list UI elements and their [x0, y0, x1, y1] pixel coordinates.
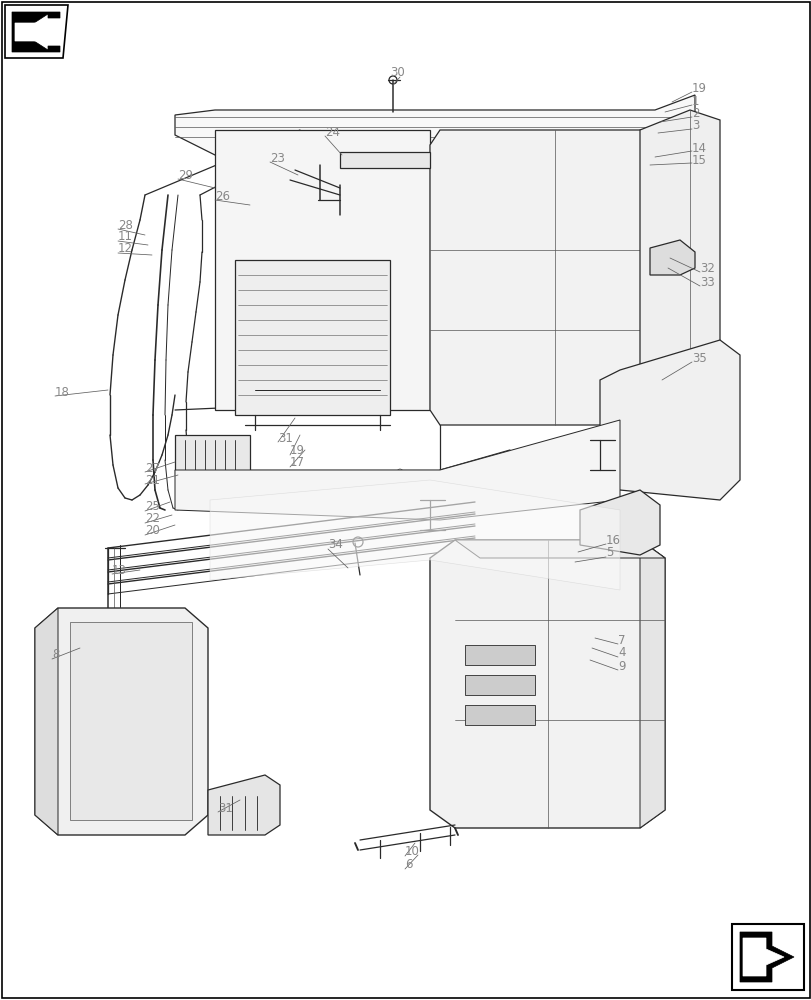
Polygon shape: [579, 490, 659, 555]
Polygon shape: [742, 938, 783, 976]
Polygon shape: [210, 480, 620, 590]
Text: 24: 24: [324, 126, 340, 139]
Polygon shape: [649, 240, 694, 275]
Text: 25: 25: [145, 500, 160, 514]
Text: 16: 16: [605, 534, 620, 546]
Polygon shape: [465, 705, 534, 725]
Text: 20: 20: [145, 524, 160, 538]
Polygon shape: [5, 5, 68, 58]
Text: 19: 19: [691, 82, 706, 95]
Text: 1: 1: [691, 95, 698, 108]
Polygon shape: [15, 20, 48, 44]
Polygon shape: [234, 260, 389, 415]
Text: 18: 18: [55, 385, 70, 398]
Polygon shape: [639, 540, 664, 828]
Polygon shape: [215, 130, 430, 410]
Text: 2: 2: [691, 107, 698, 120]
Polygon shape: [639, 110, 719, 480]
Text: 30: 30: [389, 66, 404, 79]
Polygon shape: [12, 12, 60, 52]
Text: 10: 10: [405, 845, 419, 858]
Text: 8: 8: [52, 648, 59, 662]
Text: 13: 13: [112, 564, 127, 576]
Circle shape: [590, 290, 599, 300]
Polygon shape: [731, 924, 803, 990]
Polygon shape: [35, 608, 208, 835]
Text: 31: 31: [277, 432, 293, 444]
Text: 14: 14: [691, 142, 706, 155]
Text: 22: 22: [145, 512, 160, 526]
Text: 28: 28: [118, 219, 133, 232]
Polygon shape: [465, 675, 534, 695]
Text: 3: 3: [691, 119, 698, 132]
Text: 15: 15: [691, 154, 706, 167]
Text: 19: 19: [290, 444, 305, 458]
Polygon shape: [175, 435, 250, 475]
Text: 33: 33: [699, 275, 714, 288]
Text: 34: 34: [328, 538, 342, 552]
Text: 26: 26: [215, 190, 230, 203]
Text: 6: 6: [405, 858, 412, 871]
Text: 12: 12: [118, 242, 133, 255]
Text: 35: 35: [691, 352, 706, 364]
Text: 17: 17: [290, 456, 305, 470]
Polygon shape: [35, 608, 58, 835]
Text: 23: 23: [270, 152, 285, 165]
Text: 29: 29: [178, 169, 193, 182]
Polygon shape: [175, 420, 620, 520]
Text: 32: 32: [699, 261, 714, 274]
Polygon shape: [340, 152, 430, 168]
Polygon shape: [739, 932, 793, 982]
Polygon shape: [70, 622, 191, 820]
Polygon shape: [430, 130, 669, 425]
Text: 27: 27: [145, 462, 160, 475]
Text: 7: 7: [617, 634, 624, 646]
Text: 21: 21: [145, 474, 160, 487]
Text: 4: 4: [617, 646, 624, 660]
Polygon shape: [649, 130, 669, 425]
Text: 31: 31: [217, 801, 233, 814]
Text: 5: 5: [605, 546, 612, 560]
Text: 11: 11: [118, 231, 133, 243]
Polygon shape: [175, 95, 694, 155]
Polygon shape: [465, 645, 534, 665]
Polygon shape: [208, 775, 280, 835]
Polygon shape: [454, 540, 664, 558]
Polygon shape: [430, 540, 664, 828]
Text: 9: 9: [617, 660, 624, 672]
Polygon shape: [599, 340, 739, 500]
